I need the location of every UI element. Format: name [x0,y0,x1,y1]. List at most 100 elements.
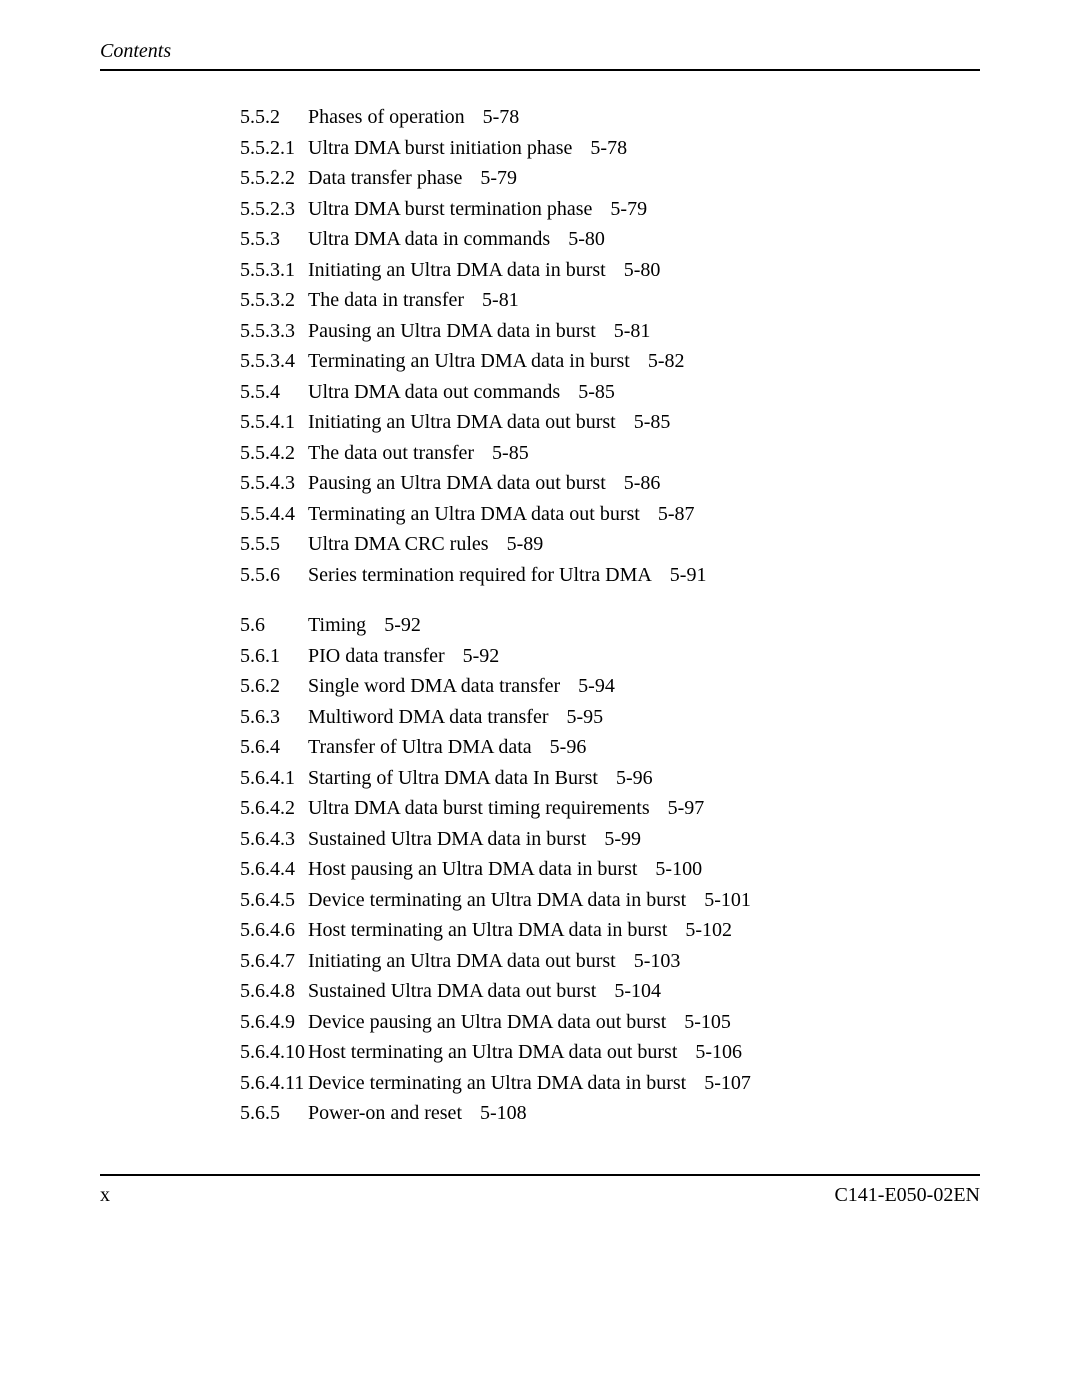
toc-entry-number: 5.5.2.3 [240,199,308,219]
toc-entry-page: 5-91 [670,565,707,585]
toc-entry-title: Initiating an Ultra DMA data out burst [308,412,616,432]
toc-entry-title: Ultra DMA data in commands [308,229,550,249]
toc-entry: 5.6.5Power-on and reset5-108 [240,1103,920,1123]
toc-entry-number: 5.5.4.4 [240,504,308,524]
toc-entry-page: 5-103 [634,951,681,971]
toc-entry-number: 5.6.4.4 [240,859,308,879]
toc-entry-title: Power-on and reset [308,1103,462,1123]
toc-entry-number: 5.6.4.9 [240,1012,308,1032]
toc-entry-number: 5.5.4 [240,382,308,402]
toc-entry-number: 5.5.4.2 [240,443,308,463]
toc-entry: 5.6.4Transfer of Ultra DMA data 5-96 [240,737,920,757]
toc-entry-title: Single word DMA data transfer [308,676,560,696]
toc-entry-title: Terminating an Ultra DMA data in burst [308,351,630,371]
footer-doc-id: C141-E050-02EN [834,1184,980,1207]
toc-entry: 5.5.4Ultra DMA data out commands 5-85 [240,382,920,402]
toc-entry-title: Ultra DMA data burst timing requirements [308,798,650,818]
toc-entry-page: 5-99 [604,829,641,849]
toc-entry-page: 5-85 [492,443,529,463]
toc-entry-title: PIO data transfer [308,646,445,666]
toc-entry: 5.6.3Multiword DMA data transfer 5-95 [240,707,920,727]
toc-entry-page: 5-101 [704,890,751,910]
toc-entry-number: 5.6.4.8 [240,981,308,1001]
toc-entry-page: 5-92 [463,646,500,666]
toc-entry-page: 5-94 [578,676,615,696]
toc-entry-title: Series termination required for Ultra DM… [308,565,652,585]
toc-entry-number: 5.5.3.1 [240,260,308,280]
toc-entry-number: 5.5.5 [240,534,308,554]
toc-entry: 5.5.3.3Pausing an Ultra DMA data in burs… [240,321,920,341]
toc-entry-page: 5-85 [634,412,671,432]
toc-entry-page: 5-78 [590,138,627,158]
toc-list: 5.5.2Phases of operation5-785.5.2.1Ultra… [240,107,920,1123]
toc-entry: 5.5.2.1Ultra DMA burst initiation phase5… [240,138,920,158]
toc-entry-number: 5.6.4.3 [240,829,308,849]
toc-entry-number: 5.6.4.11 [240,1073,308,1093]
toc-entry-page: 5-86 [624,473,661,493]
page-header: Contents [100,40,980,71]
toc-entry-title: Starting of Ultra DMA data In Burst [308,768,598,788]
toc-entry-number: 5.5.2.2 [240,168,308,188]
toc-entry-number: 5.6.4.6 [240,920,308,940]
toc-entry-title: Pausing an Ultra DMA data in burst [308,321,596,341]
toc-entry: 5.5.3.1Initiating an Ultra DMA data in b… [240,260,920,280]
toc-entry-page: 5-80 [624,260,661,280]
toc-entry-page: 5-81 [614,321,651,341]
toc-entry-page: 5-81 [482,290,519,310]
toc-entry-title: Ultra DMA burst termination phase [308,199,592,219]
toc-entry-number: 5.5.4.3 [240,473,308,493]
toc-entry: 5.6.4.6Host terminating an Ultra DMA dat… [240,920,920,940]
toc-entry-title: The data in transfer [308,290,464,310]
toc-entry-number: 5.5.4.1 [240,412,308,432]
toc-entry-number: 5.6.4.1 [240,768,308,788]
toc-entry-page: 5-80 [568,229,605,249]
toc-entry-title: Device pausing an Ultra DMA data out bur… [308,1012,666,1032]
footer-page-number: x [100,1184,110,1207]
toc-entry: 5.5.5Ultra DMA CRC rules 5-89 [240,534,920,554]
toc-entry-page: 5-97 [668,798,705,818]
toc-entry: 5.6.4.4Host pausing an Ultra DMA data in… [240,859,920,879]
toc-entry: 5.5.3.4Terminating an Ultra DMA data in … [240,351,920,371]
toc-entry-title: Host terminating an Ultra DMA data in bu… [308,920,667,940]
toc-entry: 5.5.2Phases of operation5-78 [240,107,920,127]
toc-entry-number: 5.6.4 [240,737,308,757]
toc-entry-page: 5-78 [483,107,520,127]
toc-entry-title: Ultra DMA data out commands [308,382,560,402]
toc-entry-page: 5-106 [695,1042,742,1062]
toc-entry-title: Data transfer phase [308,168,462,188]
toc-entry: 5.6Timing5-92 [240,615,920,635]
toc-entry-number: 5.5.2.1 [240,138,308,158]
toc-entry-title: Device terminating an Ultra DMA data in … [308,1073,686,1093]
toc-entry-page: 5-95 [567,707,604,727]
toc-entry-number: 5.5.6 [240,565,308,585]
toc-entry: 5.5.4.4Terminating an Ultra DMA data out… [240,504,920,524]
toc-entry-title: Multiword DMA data transfer [308,707,549,727]
toc-entry-page: 5-89 [507,534,544,554]
toc-entry-title: Ultra DMA CRC rules [308,534,489,554]
toc-entry: 5.6.4.2Ultra DMA data burst timing requi… [240,798,920,818]
toc-entry-title: Transfer of Ultra DMA data [308,737,532,757]
toc-entry-number: 5.6.1 [240,646,308,666]
toc-entry-number: 5.6.3 [240,707,308,727]
toc-entry-title: Sustained Ultra DMA data in burst [308,829,586,849]
toc-entry: 5.5.2.2Data transfer phase 5-79 [240,168,920,188]
toc-entry-page: 5-108 [480,1103,527,1123]
toc-entry: 5.6.2Single word DMA data transfer5-94 [240,676,920,696]
toc-entry-page: 5-105 [684,1012,731,1032]
toc-entry-page: 5-92 [384,615,421,635]
toc-entry-number: 5.6.4.5 [240,890,308,910]
toc-entry-title: Device terminating an Ultra DMA data in … [308,890,686,910]
toc-entry: 5.5.4.3Pausing an Ultra DMA data out bur… [240,473,920,493]
toc-entry-title: The data out transfer [308,443,474,463]
toc-entry-page: 5-85 [578,382,615,402]
toc-entry: 5.6.4.5Device terminating an Ultra DMA d… [240,890,920,910]
toc-entry: 5.6.4.9Device pausing an Ultra DMA data … [240,1012,920,1032]
toc-entry-number: 5.6.4.2 [240,798,308,818]
toc-entry: 5.5.6Series termination required for Ult… [240,565,920,585]
toc-entry-page: 5-79 [480,168,517,188]
toc-entry-number: 5.5.3 [240,229,308,249]
toc-entry: 5.6.4.3Sustained Ultra DMA data in burst… [240,829,920,849]
toc-gap [240,595,920,615]
toc-entry: 5.5.2.3Ultra DMA burst termination phase… [240,199,920,219]
toc-entry-page: 5-96 [550,737,587,757]
